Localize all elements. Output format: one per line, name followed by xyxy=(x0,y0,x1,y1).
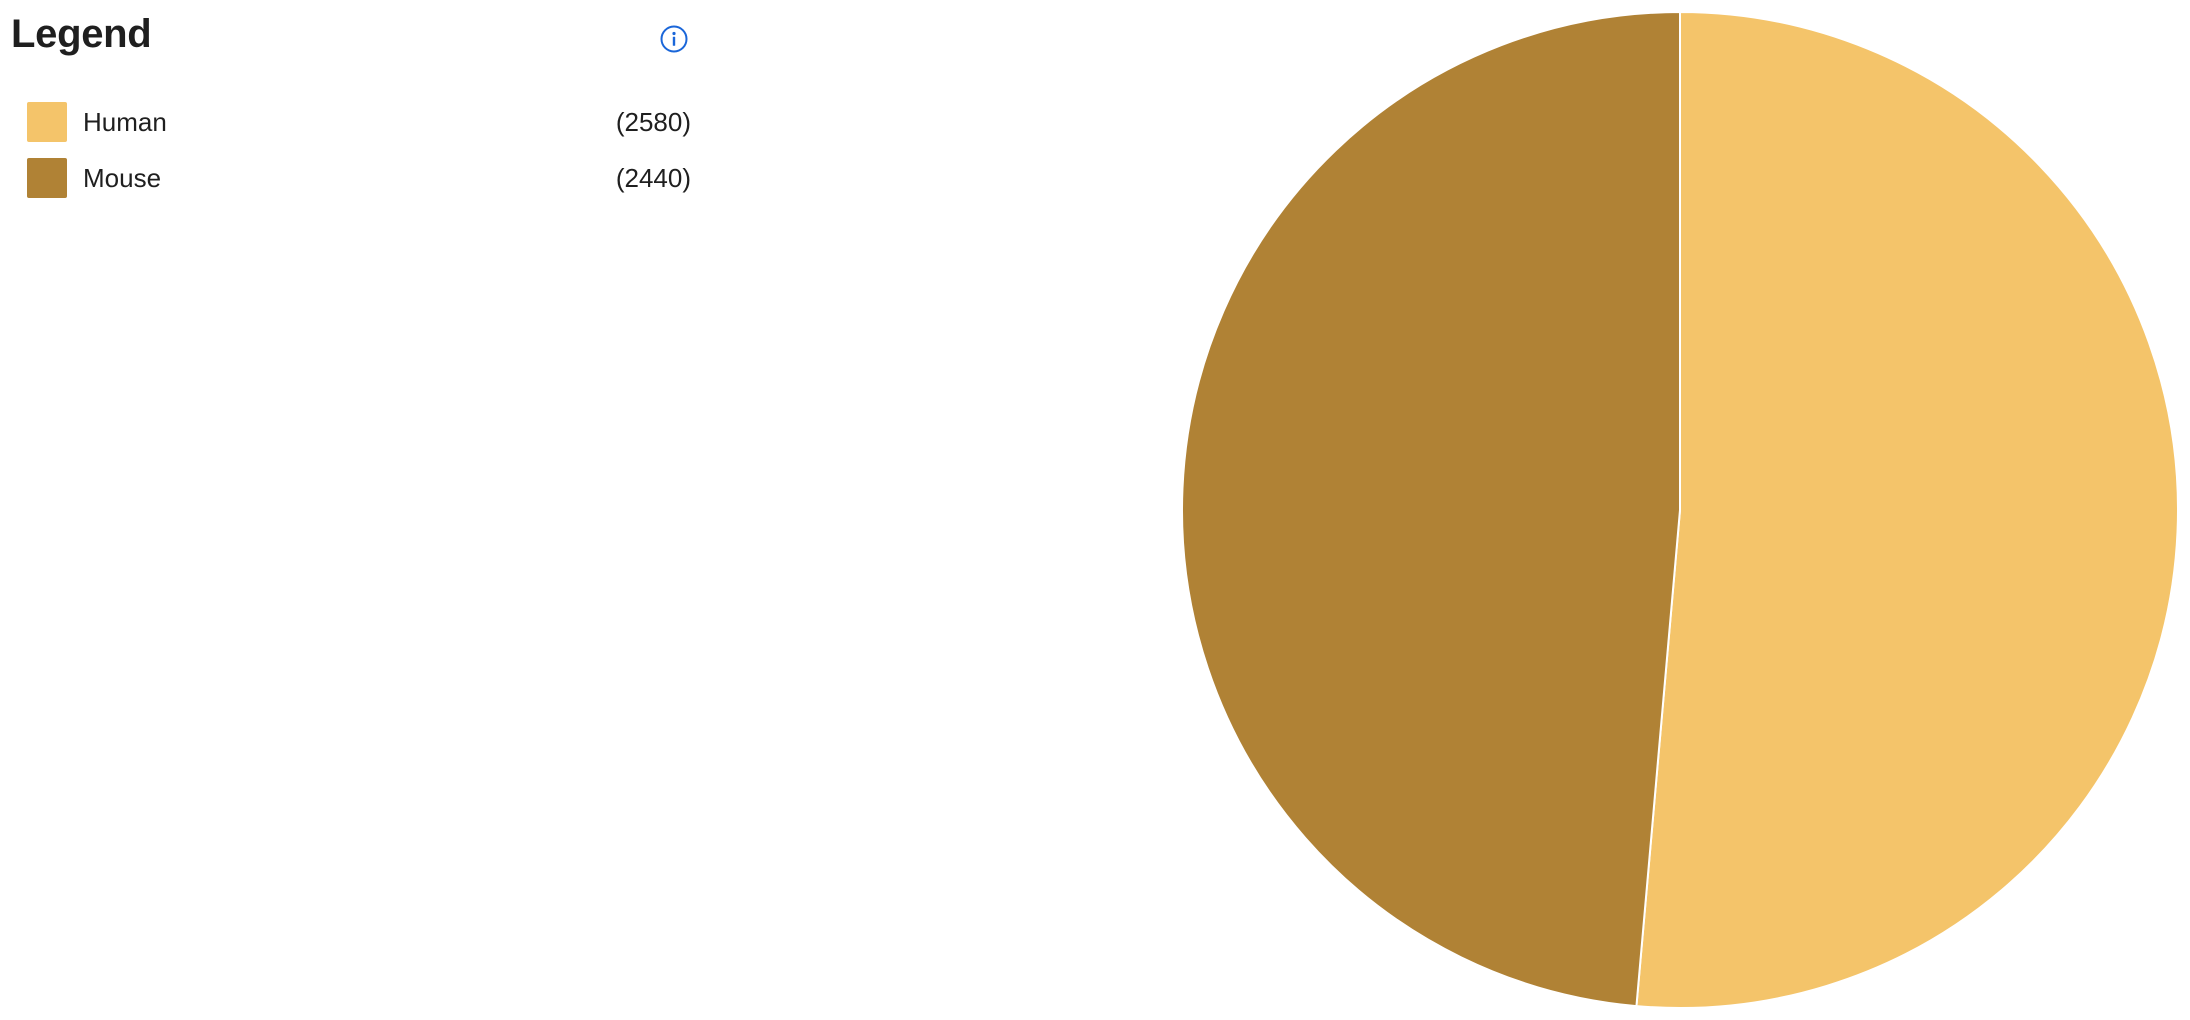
info-circle-icon xyxy=(660,25,688,53)
legend-swatch-human xyxy=(27,102,67,142)
legend-list: Human (2580) Mouse (2440) xyxy=(11,94,691,206)
legend-panel: Legend Human (2580) Mouse (2440) xyxy=(11,6,691,198)
legend-item-human[interactable]: Human (2580) xyxy=(11,94,691,150)
pie-slice-mouse[interactable] xyxy=(1181,10,1681,1008)
legend-label-mouse: Mouse xyxy=(83,163,162,193)
legend-count-mouse: (2440) xyxy=(615,163,691,193)
pie-slice-human[interactable] xyxy=(1635,10,2179,1009)
pie-chart xyxy=(1170,0,2190,1020)
pie-chart-svg xyxy=(1181,10,2179,1009)
legend-title: Legend xyxy=(11,12,152,56)
legend-header: Legend xyxy=(11,6,691,68)
legend-swatch-mouse xyxy=(27,158,67,198)
legend-item-mouse[interactable]: Mouse (2440) xyxy=(11,150,691,206)
legend-count-human: (2580) xyxy=(615,107,691,137)
info-button[interactable] xyxy=(659,24,689,54)
legend-label-human: Human xyxy=(83,107,167,137)
